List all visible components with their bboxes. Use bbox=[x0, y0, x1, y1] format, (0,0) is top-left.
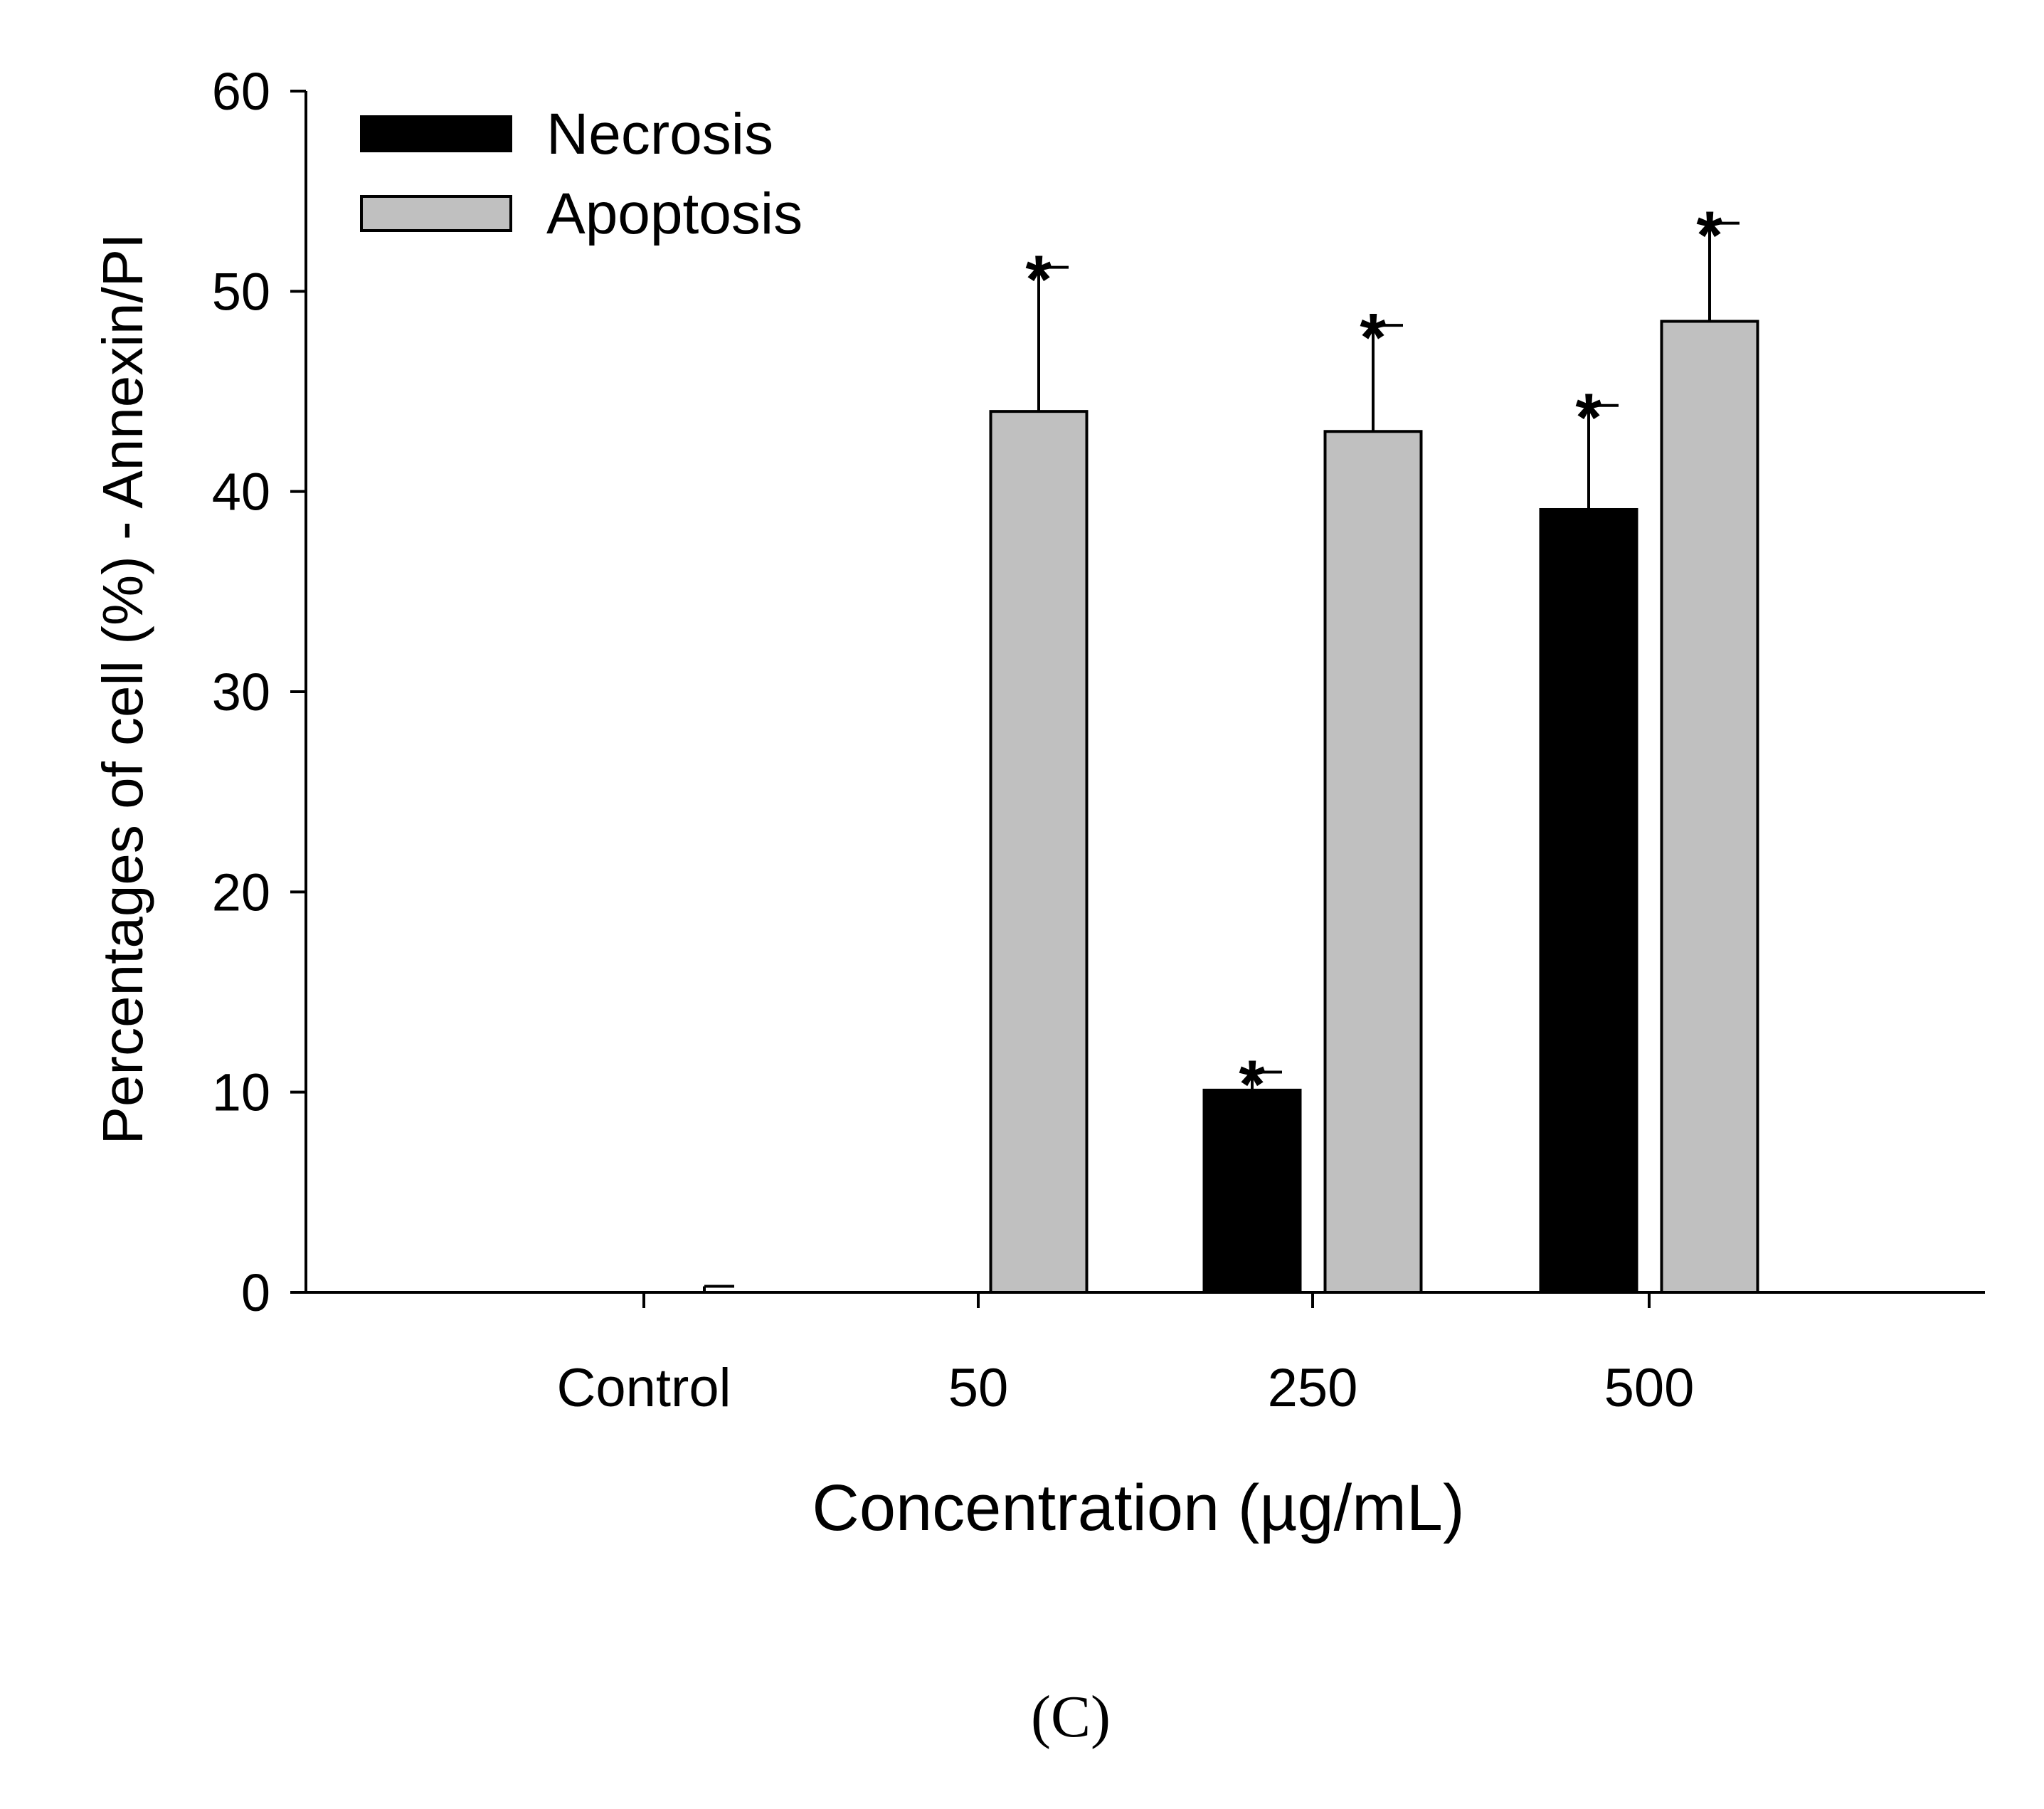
x-axis-label: Concentration (µg/mL) bbox=[812, 1472, 1464, 1544]
chart-legend: Necrosis Apoptosis bbox=[360, 102, 803, 246]
x-tick-label: 50 bbox=[948, 1358, 1009, 1418]
chart-bars: * * * * * bbox=[703, 198, 1759, 1294]
bar-apoptosis bbox=[1323, 430, 1423, 1294]
chart-axes: 0 10 20 30 40 50 60 Control 50 250 500 bbox=[212, 62, 1985, 1418]
bar-apoptosis bbox=[1660, 320, 1759, 1294]
y-tick-label: 40 bbox=[212, 463, 270, 522]
y-tick-label: 0 bbox=[241, 1263, 270, 1322]
bar-apoptosis bbox=[989, 410, 1089, 1294]
significance-marker: * bbox=[1239, 1047, 1266, 1123]
significance-marker: * bbox=[1575, 380, 1602, 456]
legend-label-necrosis: Necrosis bbox=[546, 102, 773, 167]
x-tick-label: Control bbox=[557, 1358, 731, 1418]
y-tick-label: 10 bbox=[212, 1063, 270, 1122]
x-tick-label: 500 bbox=[1604, 1358, 1695, 1418]
y-tick-label: 30 bbox=[212, 663, 270, 722]
bar-necrosis bbox=[1202, 1088, 1302, 1294]
significance-marker: * bbox=[1360, 300, 1387, 376]
significance-marker: * bbox=[1696, 198, 1723, 274]
legend-swatch-apoptosis bbox=[360, 195, 512, 232]
significance-marker: * bbox=[1025, 242, 1052, 318]
y-axis-label: Percentages of cell (%) - Annexin/PI bbox=[91, 233, 154, 1145]
y-tick-label: 60 bbox=[212, 62, 270, 121]
y-tick-label: 20 bbox=[212, 863, 270, 922]
y-tick-label: 50 bbox=[212, 262, 270, 321]
x-tick-label: 250 bbox=[1268, 1358, 1358, 1418]
bar-necrosis bbox=[1539, 507, 1638, 1294]
legend-swatch-necrosis bbox=[360, 115, 512, 152]
legend-label-apoptosis: Apoptosis bbox=[546, 181, 803, 246]
panel-label: (C) bbox=[1031, 1684, 1111, 1750]
